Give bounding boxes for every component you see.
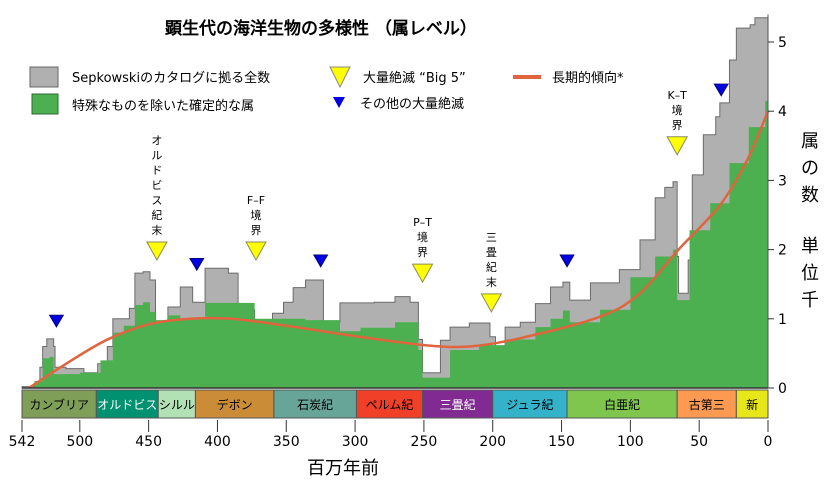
period-block (194, 389, 275, 419)
other-extinction-marker (559, 254, 575, 268)
y-axis-label-char: 千 (801, 290, 819, 311)
total-genera-area (21, 14, 769, 389)
x-axis-label: 百万年前 (307, 458, 379, 479)
y-tick-label: 4 (778, 104, 787, 120)
extinction-label: オ (151, 134, 162, 147)
legend-label-total: Sepkowskiのカタログに拠る全数 (72, 70, 270, 86)
x-tick-label: 200 (479, 434, 506, 450)
period-label: 三畳紀 (440, 398, 476, 412)
y-tick-label: 0 (778, 381, 787, 397)
period-block (355, 389, 424, 419)
extinction-label: P–T (413, 216, 432, 229)
period-label: 白亜紀 (604, 397, 640, 412)
period-block (735, 389, 769, 419)
x-tick-label: 250 (411, 434, 438, 450)
x-tick-label: 150 (548, 434, 575, 450)
y-tick-label: 2 (778, 243, 787, 259)
legend-label-big5: 大量絶滅 “Big 5” (363, 70, 466, 86)
period-label: ジュラ紀 (506, 398, 553, 412)
extinction-label: F–F (247, 194, 265, 207)
period-label: カンブリア (29, 397, 89, 412)
period-label: 古第三 (689, 397, 725, 412)
period-label: 新 (746, 397, 758, 412)
resolved-genera-area (22, 97, 768, 389)
x-tick-label: 300 (342, 434, 369, 450)
legend-label-resolved: 特殊なものを除いた確定的な属 (72, 98, 254, 114)
legend: Sepkowskiのカタログに拠る全数 特殊なものを除いた確定的な属 大量絶滅 … (29, 66, 624, 115)
x-tick-label: 0 (764, 434, 773, 450)
x-tick-label: 500 (66, 434, 93, 450)
x-tick-label: 350 (273, 434, 300, 450)
extinction-label: 畳 (486, 246, 497, 259)
chart-title: 顕生代の海洋生物の多様性 （属レベル） (165, 18, 477, 39)
period-label: 石炭紀 (297, 398, 333, 412)
extinction-label: 境 (417, 230, 428, 244)
big5-extinction-marker (411, 263, 434, 284)
y-tick-label: 5 (778, 35, 787, 51)
other-extinction-marker (48, 314, 65, 328)
extinction-label: ド (151, 164, 162, 177)
big5-extinction-marker (245, 241, 267, 262)
extinction-label: 紀 (151, 209, 162, 222)
extinction-label: ス (151, 194, 162, 207)
period-label: ペルム紀 (366, 398, 414, 412)
extinction-label: 末 (486, 275, 497, 289)
big5-extinction-marker (146, 241, 168, 262)
y-axis-label: 属 の 数 単 位 千 (801, 131, 819, 311)
legend-label-trend: 長期的傾向* (552, 70, 624, 86)
extinction-label: 末 (151, 223, 162, 237)
x-tick-label: 400 (204, 434, 231, 450)
extinction-label: 境 (672, 103, 683, 117)
x-axis: 542 500 450 400 350 300 250 200 150 100 50 0 (9, 387, 773, 450)
x-tick-label: 50 (690, 434, 708, 450)
extinction-label: 界 (250, 224, 261, 237)
extinction-label: 界 (417, 246, 428, 259)
y-tick-label: 1 (778, 312, 787, 328)
extinction-label: 境 (250, 208, 261, 222)
other-extinction-marker (312, 254, 329, 268)
x-tick-label: 100 (617, 434, 644, 450)
big5-extinction-marker (666, 136, 689, 156)
y-axis-label-char: の (801, 158, 819, 179)
legend-swatch-resolved (31, 93, 59, 115)
period-label: デボン (217, 397, 253, 412)
other-extinction-marker (713, 83, 729, 97)
period-label: オルドビス (97, 398, 157, 412)
legend-label-other: その他の大量絶滅 (360, 96, 464, 112)
extinction-label: 界 (672, 119, 683, 132)
extinction-label: ビ (151, 179, 162, 192)
extinction-label: 三 (486, 231, 497, 244)
extinction-label: 紀 (486, 261, 497, 274)
period-block (273, 389, 357, 419)
y-axis-label-char: 数 (801, 185, 819, 206)
period-bar: カンブリア オルドビス シルル デボン 石炭紀 ペルム紀 三畳紀 ジュラ紀 白亜紀 古第三 新 (21, 389, 769, 419)
period-block (422, 389, 494, 419)
y-tick-label: 3 (778, 173, 787, 189)
other-extinction-triangle-icon (333, 97, 345, 108)
other-extinction-marker (189, 257, 205, 272)
big5-triangle-icon (329, 66, 351, 89)
y-axis-label-char: 属 (801, 131, 819, 152)
period-block (95, 389, 159, 419)
extinction-label: K–T (667, 89, 687, 102)
trend-line (28, 110, 770, 390)
plot-area (21, 14, 770, 390)
extinction-label: ル (151, 149, 162, 162)
period-block (157, 389, 196, 419)
y-axis: 0 1 2 3 4 5 (767, 15, 787, 397)
x-tick-label: 542 (9, 434, 36, 450)
y-axis-label-char: 位 (801, 263, 819, 284)
period-label: シルル (159, 398, 195, 412)
big5-extinction-marker (480, 293, 503, 313)
legend-swatch-total (29, 66, 59, 88)
y-axis-label-char: 単 (801, 236, 819, 257)
x-tick-label: 450 (135, 434, 162, 450)
